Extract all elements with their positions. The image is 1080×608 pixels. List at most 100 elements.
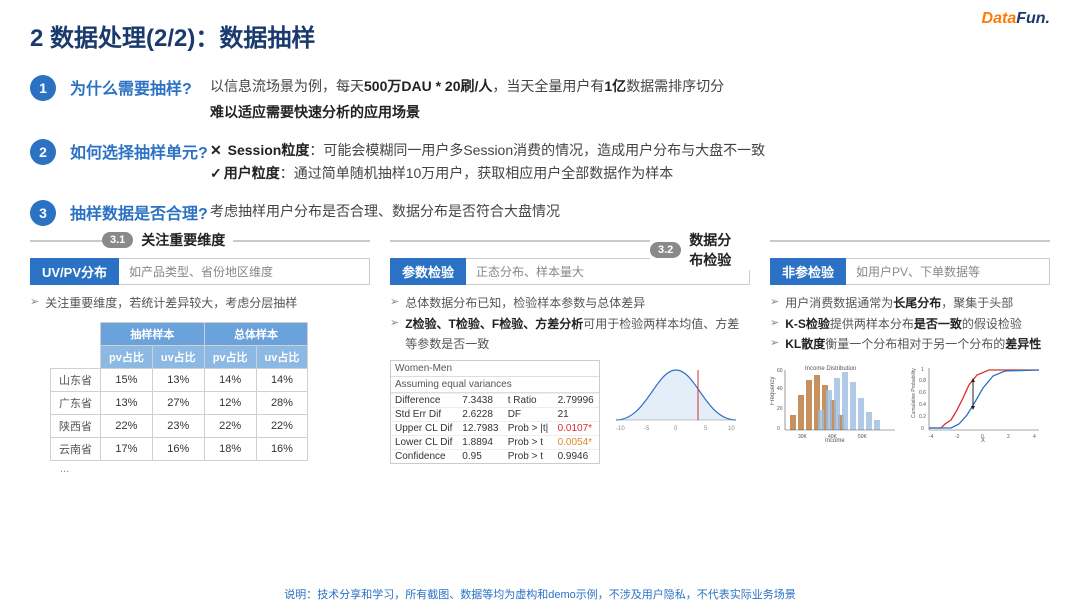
logo-part2: Fun. [1016,10,1050,27]
badge-2: 2 [30,139,56,165]
col3-line [770,240,1050,242]
section-31-line: 3.1 关注重要维度 [30,240,370,242]
c3b1c: ，聚集于头部 [941,296,1013,310]
th-pv2: pv占比 [204,345,256,368]
logo-part1: Data [982,10,1017,27]
c3b1b: 长尾分布 [893,296,941,310]
svg-text:Income Distribution: Income Distribution [805,366,856,372]
stat-val2: 0.0107* [554,422,599,436]
svg-text:4: 4 [1033,434,1036,440]
th-pv1: pv占比 [101,345,153,368]
svg-text:0.2: 0.2 [919,414,926,420]
badge-1: 1 [30,75,56,101]
q2-x-label: Session粒度 [228,142,310,158]
table-cell: 17% [101,437,153,460]
table-cell: 18% [204,437,256,460]
svg-text:5: 5 [704,426,708,432]
stat-val2: 21 [554,408,599,422]
svg-text:-2: -2 [955,434,960,440]
table-cell: 14% [204,368,256,391]
stat-h2: Assuming equal variances [391,377,599,393]
q1-t2: ，当天全量用户有 [492,78,604,94]
q2-x-body: ：可能会模糊同一用户多Session消费的情况，造成用户分布与大盘不一致 [309,142,765,158]
col2-bul2a: Z检验、T检验、F检验、方差分析 [405,317,583,331]
q3-label: 抽样数据是否合理? [70,200,210,224]
svg-text:0.4: 0.4 [919,402,926,408]
section-32-line: 3.2 数据分布检验 [390,240,750,242]
c3b2d: 的假设检验 [962,317,1022,331]
svg-text:0: 0 [674,426,678,432]
c3b2b: 提供两样本分布 [830,317,914,331]
stat-val2: 0.9946 [554,450,599,464]
svg-text:-5: -5 [644,426,650,432]
table-cell: 13% [101,391,153,414]
c3b2a: K-S检验 [785,317,830,331]
t-distribution-chart: -10-50510 [606,360,746,438]
col1-tab1: UV/PV分布 [30,258,119,285]
col1-tabs: UV/PV分布 如产品类型、省份地区维度 [30,258,370,285]
badge-3: 3 [30,200,56,226]
th-uv1: uv占比 [152,345,204,368]
table-cell: 22% [256,414,308,437]
province-cell: 云南省 [51,437,101,460]
sub-badge-31: 3.1 [102,232,133,248]
stat-table: Women-Men Assuming equal variances Diffe… [390,360,600,464]
q3-body: 考虑抽样用户分布是否合理、数据分布是否符合大盘情况 [210,200,560,224]
q1-t3: 数据需排序切分 [626,78,724,94]
q1-b1: 500万DAU * 20刷/人 [364,78,492,94]
svg-text:10: 10 [728,426,735,432]
col2-tab1: 参数检验 [390,258,466,285]
table-cell: 13% [152,368,204,391]
col3-tab1: 非参检验 [770,258,846,285]
svg-text:0.6: 0.6 [919,390,926,396]
svg-text:50K: 50K [858,434,868,440]
question-1: 1 为什么需要抽样? 以信息流场景为例，每天500万DAU * 20刷/人，当天… [30,75,1050,125]
svg-text:Frequency: Frequency [770,377,776,405]
c3b3a: KL散度 [785,337,825,351]
svg-text:0.8: 0.8 [919,378,926,384]
table-cell: 23% [152,414,204,437]
col1-bullets: 关注重要维度，若统计差异较大，考虑分层抽样 [30,293,370,313]
svg-text:30K: 30K [798,434,808,440]
col-2: 3.2 数据分布检验 参数检验 正态分布、样本量大 总体数据分布已知，检验样本参… [390,240,750,474]
stat-key: Confidence [391,450,458,464]
svg-text:2: 2 [1007,434,1010,440]
col1-tab2: 如产品类型、省份地区维度 [119,258,370,285]
q2-v-body: ：通过简单随机抽样10万用户，获取相应用户全部数据作为样本 [280,165,674,181]
svg-text:Cumulative Probability: Cumulative Probability [911,368,917,418]
question-2: 2 如何选择抽样单元? ✕ Session粒度：可能会模糊同一用户多Sessio… [30,139,1050,187]
stat-h1: Women-Men [391,361,599,377]
c3b3c: 差异性 [1005,337,1041,351]
stat-key: Difference [391,394,458,408]
province-cell: 广东省 [51,391,101,414]
svg-text:Income: Income [825,438,845,442]
cdf-chart: Cumulative Probability 00.20.40.60.81 -4… [911,360,1046,442]
col2-bullets: 总体数据分布已知，检验样本参数与总体差异 Z检验、T检验、F检验、方差分析可用于… [390,293,750,354]
columns: 3.1 关注重要维度 UV/PV分布 如产品类型、省份地区维度 关注重要维度，若… [30,240,1050,474]
table-cell: 16% [152,437,204,460]
svg-text:-4: -4 [929,434,934,440]
th-sample: 抽样样本 [101,322,205,345]
table-cell: 14% [256,368,308,391]
c3b1a: 用户消费数据通常为 [785,296,893,310]
col-1: 3.1 关注重要维度 UV/PV分布 如产品类型、省份地区维度 关注重要维度，若… [30,240,370,474]
stat-key2: Prob > t [504,450,554,464]
table-cell: 22% [204,414,256,437]
sub-badge-32: 3.2 [650,242,681,258]
table-cell: 12% [204,391,256,414]
question-3: 3 抽样数据是否合理? 考虑抽样用户分布是否合理、数据分布是否符合大盘情况 [30,200,1050,226]
th-uv2: uv占比 [256,345,308,368]
x-icon: ✕ [210,142,226,158]
q1-b2: 1亿 [604,78,626,94]
sub-title-32: 数据分布检验 [689,230,750,270]
province-cell: 山东省 [51,368,101,391]
footer-note: 说明：技术分享和学习，所有截图、数据等均为虚构和demo示例，不涉及用户隐私，不… [0,586,1080,602]
c3b3b: 衡量一个分布相对于另一个分布的 [825,337,1005,351]
sub-title-31: 关注重要维度 [141,230,233,250]
col3-tab2: 如用户PV、下单数据等 [846,258,1050,285]
svg-text:20: 20 [777,406,783,412]
th-total: 总体样本 [204,322,308,345]
svg-text:0: 0 [777,426,780,432]
stat-key2: Prob > |t| [504,422,554,436]
section-32-tag: 3.2 数据分布检验 [650,230,750,270]
